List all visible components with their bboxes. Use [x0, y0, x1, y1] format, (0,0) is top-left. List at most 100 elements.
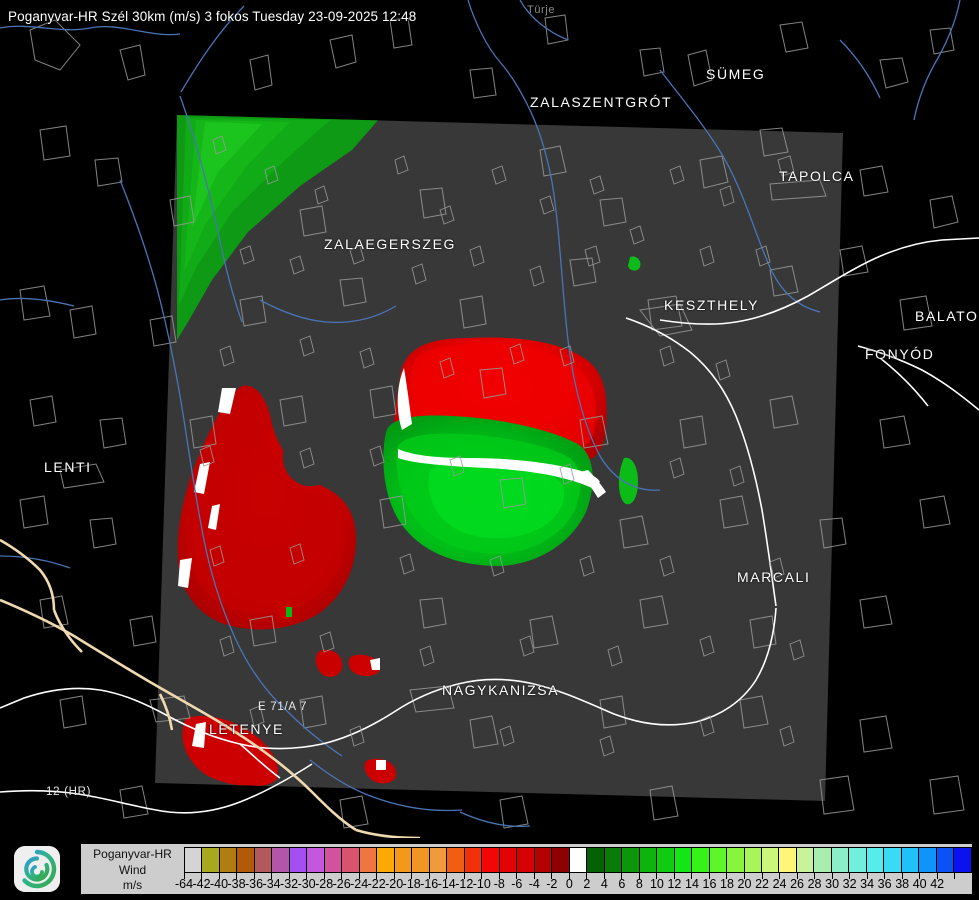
- color-swatch-15: [447, 848, 465, 872]
- tick-42: 40: [913, 873, 938, 893]
- tick-39: 34: [860, 873, 885, 893]
- color-swatch-16: [464, 848, 483, 872]
- echo-green-east: [618, 457, 638, 505]
- tick-15: -14: [438, 873, 465, 893]
- color-swatch-7: [307, 848, 325, 872]
- tick-mark-25: [621, 873, 623, 879]
- color-swatch-5: [272, 848, 290, 872]
- tick-label-42: 40: [912, 877, 927, 891]
- tick-label-16: -12: [455, 877, 474, 891]
- tick-label-18: -8: [493, 877, 505, 891]
- color-swatch-6: [289, 848, 308, 872]
- tick-mark-44: [954, 873, 956, 879]
- tick-14: -16: [420, 873, 447, 893]
- road-label-e71a7: E 71/A 7: [258, 701, 308, 713]
- tick-19: -6: [511, 873, 535, 893]
- map-svg: [0, 0, 979, 838]
- tick-mark-38: [849, 873, 851, 879]
- tick-44: [954, 873, 973, 893]
- city-label-lenti: LENTI: [44, 459, 92, 475]
- tick-3: -38: [228, 873, 255, 893]
- tick-mark-17: [481, 873, 483, 879]
- echo-green-bright: [428, 461, 565, 539]
- color-swatch-0: [185, 848, 203, 872]
- tick-mark-21: [551, 873, 553, 879]
- tick-mark-23: [586, 873, 588, 879]
- tick-29: 14: [685, 873, 710, 893]
- tick-label-5: -34: [262, 877, 281, 891]
- tick-label-27: 10: [649, 877, 664, 891]
- tick-label-34: 24: [772, 877, 787, 891]
- app-logo[interactable]: [14, 846, 60, 892]
- color-swatch-12: [394, 848, 413, 872]
- echo-fold-sw-3: [208, 504, 220, 530]
- city-label-nagykanizsa: NAGYKANIZSA: [442, 682, 560, 698]
- tick-label-36: 28: [807, 877, 822, 891]
- tick-label-40: 36: [877, 877, 892, 891]
- tick-mark-28: [673, 873, 675, 879]
- color-swatch-11: [377, 848, 395, 872]
- tick-label-17: -10: [472, 877, 491, 891]
- tick-label-3: -38: [227, 877, 246, 891]
- echo-fold-sw-2: [194, 462, 210, 494]
- tick-mark-31: [726, 873, 728, 879]
- echo-fold-right: [580, 470, 606, 498]
- color-swatch-44: [954, 848, 971, 872]
- admin-boundaries-layer: [19, 14, 965, 829]
- tick-label-12: -20: [385, 877, 404, 891]
- color-swatch-43: [936, 848, 955, 872]
- city-label-marcali: MARCALI: [737, 569, 811, 585]
- tick-10: -24: [350, 873, 377, 893]
- echo-green-speck-2: [286, 607, 292, 617]
- radar-echo-layer: [177, 115, 641, 787]
- color-swatch-39: [866, 848, 885, 872]
- tick-26: 8: [636, 873, 657, 893]
- tick-label-10: -24: [350, 877, 369, 891]
- tick-label-32: 20: [737, 877, 752, 891]
- tick-label-43: 42: [930, 877, 945, 891]
- color-swatch-37: [831, 848, 850, 872]
- tick-label-23: 2: [583, 877, 591, 891]
- echo-fold-cell-3: [376, 760, 386, 770]
- tick-21: -2: [546, 873, 570, 893]
- spiral-logo-icon: [14, 846, 60, 892]
- tick-18: -8: [494, 873, 517, 893]
- tick-mark-41: [901, 873, 903, 879]
- tick-41: 38: [895, 873, 920, 893]
- legend-scale: -64 -42 -40 -38 -36 -34 -32 -30 -28 -26 -24 -22 -20-…: [175, 844, 973, 893]
- color-swatch-1: [202, 848, 220, 872]
- roads-main-layer: [0, 237, 979, 814]
- color-swatch-9: [342, 848, 360, 872]
- color-bar[interactable]: [184, 847, 972, 873]
- tick-0: -64: [175, 873, 202, 893]
- tick-5: -34: [263, 873, 290, 893]
- city-label-zalaegerszeg: ZALAEGERSZEG: [324, 236, 457, 252]
- tick-mark-32: [744, 873, 745, 879]
- tick-mark-4: [253, 873, 255, 879]
- tick-mark-14: [428, 873, 430, 879]
- tick-mark-6: [288, 873, 290, 879]
- tick-label-1: -42: [192, 877, 211, 891]
- tick-mark-0: [183, 873, 185, 879]
- color-swatch-22: [569, 848, 588, 872]
- echo-green-nw-streak: [192, 122, 262, 228]
- color-swatch-29: [692, 848, 710, 872]
- tick-2: -40: [210, 873, 237, 893]
- radar-map-canvas[interactable]: Poganyvar-HR Szél 30km (m/s) 3 fokos Tue…: [0, 0, 979, 838]
- tick-label-8: -28: [315, 877, 334, 891]
- tick-mark-11: [376, 873, 378, 879]
- color-swatch-13: [412, 848, 430, 872]
- tick-mark-5: [271, 873, 273, 879]
- color-swatch-4: [254, 848, 273, 872]
- city-label-sumeg: SÜMEG: [706, 66, 766, 82]
- tick-mark-13: [411, 873, 413, 879]
- city-label-keszthely: KESZTHELY: [664, 297, 760, 313]
- tick-34: 24: [773, 873, 798, 893]
- tick-28: 12: [667, 873, 692, 893]
- tick-22: 0: [566, 873, 587, 893]
- tick-mark-end: [971, 873, 973, 879]
- tick-label-24: 4: [600, 877, 608, 891]
- tick-11: -22: [368, 873, 395, 893]
- color-swatch-26: [639, 848, 658, 872]
- color-swatch-21: [552, 848, 570, 872]
